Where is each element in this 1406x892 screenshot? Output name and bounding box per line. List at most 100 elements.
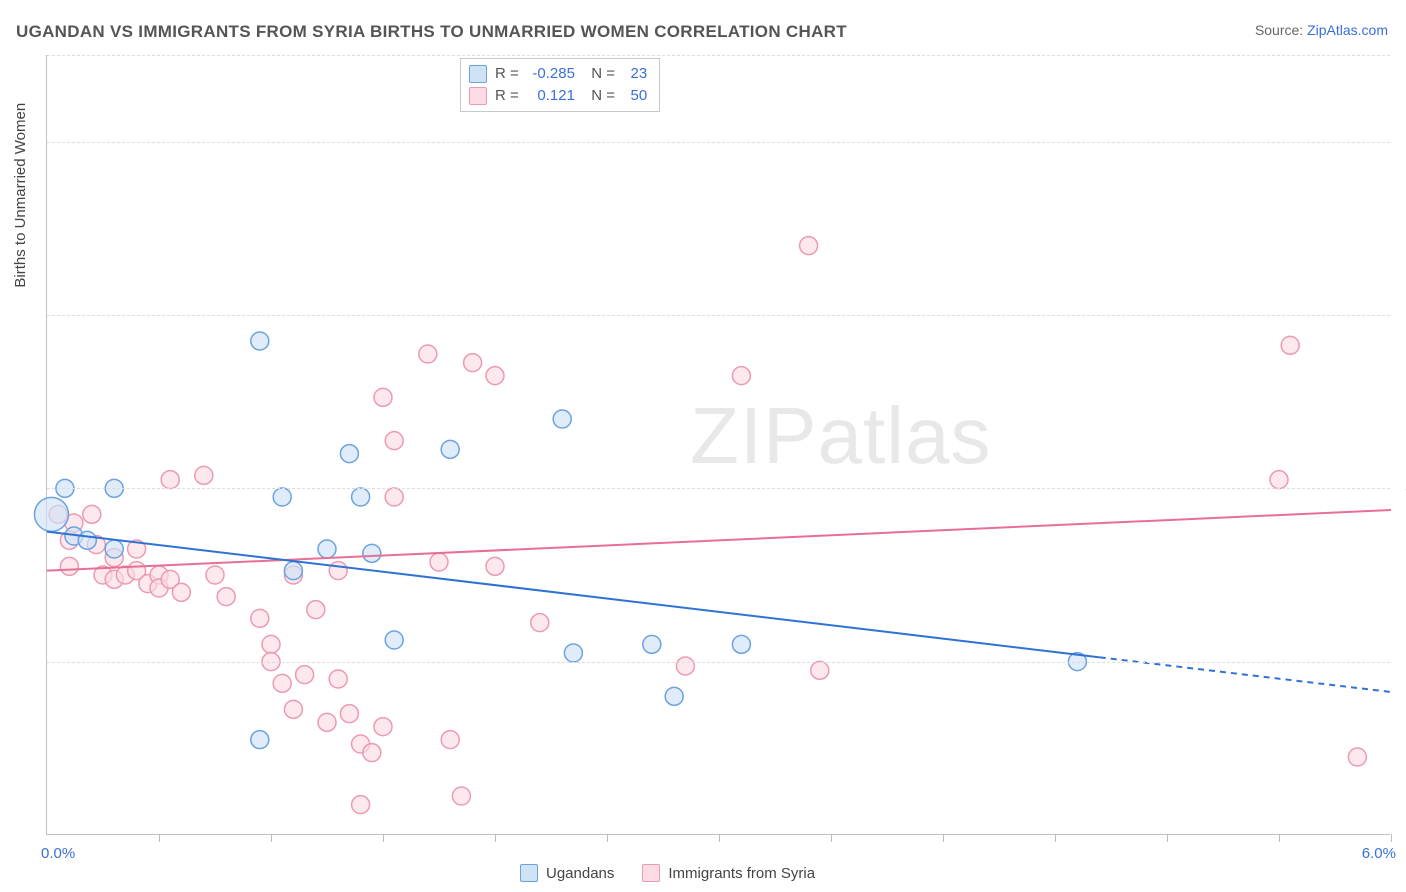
x-tick bbox=[495, 834, 496, 842]
regression-line bbox=[47, 510, 1391, 571]
plot-area: 20.0%40.0%60.0%80.0%0.0%6.0% bbox=[46, 55, 1390, 835]
n-label: N = bbox=[591, 65, 615, 82]
x-tick bbox=[1279, 834, 1280, 842]
data-point bbox=[329, 562, 347, 580]
x-tick bbox=[383, 834, 384, 842]
data-point bbox=[78, 531, 96, 549]
data-point bbox=[419, 345, 437, 363]
data-point bbox=[307, 601, 325, 619]
n-label: N = bbox=[591, 87, 615, 104]
x-tick bbox=[831, 834, 832, 842]
data-point bbox=[1270, 471, 1288, 489]
source-attribution: Source: ZipAtlas.com bbox=[1255, 22, 1388, 38]
source-label: Source: bbox=[1255, 22, 1307, 38]
data-point bbox=[363, 744, 381, 762]
x-tick bbox=[607, 834, 608, 842]
data-point bbox=[262, 635, 280, 653]
data-point bbox=[284, 700, 302, 718]
data-point bbox=[811, 661, 829, 679]
data-point bbox=[296, 666, 314, 684]
swatch-ugandans-icon bbox=[520, 864, 538, 882]
data-point bbox=[251, 332, 269, 350]
legend-item-ugandans: Ugandans bbox=[520, 864, 614, 882]
data-point bbox=[340, 445, 358, 463]
n-value-syria: 50 bbox=[619, 85, 647, 107]
data-point bbox=[273, 488, 291, 506]
x-tick bbox=[271, 834, 272, 842]
legend-stats-box: R = -0.285 N = 23 R = 0.121 N = 50 bbox=[460, 58, 660, 112]
data-point bbox=[195, 466, 213, 484]
legend-label-syria: Immigrants from Syria bbox=[668, 865, 815, 882]
gridline bbox=[47, 488, 1390, 489]
data-point bbox=[318, 540, 336, 558]
data-point bbox=[161, 471, 179, 489]
data-point bbox=[34, 497, 68, 531]
data-point bbox=[643, 635, 661, 653]
data-point bbox=[732, 367, 750, 385]
gridline bbox=[47, 662, 1390, 663]
data-point bbox=[83, 505, 101, 523]
data-point bbox=[531, 614, 549, 632]
x-tick-label-max: 6.0% bbox=[1362, 845, 1396, 862]
x-tick bbox=[1167, 834, 1168, 842]
data-point bbox=[732, 635, 750, 653]
data-point bbox=[105, 540, 123, 558]
data-point bbox=[441, 731, 459, 749]
legend-series: Ugandans Immigrants from Syria bbox=[520, 864, 815, 882]
data-point bbox=[800, 237, 818, 255]
data-point bbox=[352, 796, 370, 814]
data-point bbox=[553, 410, 571, 428]
data-point bbox=[452, 787, 470, 805]
data-point bbox=[284, 562, 302, 580]
regression-line bbox=[47, 532, 1100, 658]
x-tick bbox=[159, 834, 160, 842]
data-point bbox=[273, 674, 291, 692]
x-tick bbox=[943, 834, 944, 842]
data-point bbox=[430, 553, 448, 571]
data-point bbox=[385, 432, 403, 450]
data-point bbox=[1281, 336, 1299, 354]
legend-stats-row-ugandans: R = -0.285 N = 23 bbox=[469, 63, 647, 85]
x-tick bbox=[719, 834, 720, 842]
data-point bbox=[206, 566, 224, 584]
data-point bbox=[564, 644, 582, 662]
source-link[interactable]: ZipAtlas.com bbox=[1307, 22, 1388, 38]
data-point bbox=[464, 354, 482, 372]
data-point bbox=[441, 440, 459, 458]
data-point bbox=[665, 687, 683, 705]
r-label: R = bbox=[495, 65, 519, 82]
data-point bbox=[251, 609, 269, 627]
chart-svg bbox=[47, 55, 1390, 834]
r-value-ugandans: -0.285 bbox=[523, 63, 575, 85]
data-point bbox=[251, 731, 269, 749]
data-point bbox=[374, 718, 392, 736]
legend-stats-row-syria: R = 0.121 N = 50 bbox=[469, 85, 647, 107]
swatch-syria-icon bbox=[642, 864, 660, 882]
gridline bbox=[47, 55, 1390, 56]
x-tick bbox=[1391, 834, 1392, 842]
gridline bbox=[47, 142, 1390, 143]
data-point bbox=[172, 583, 190, 601]
n-value-ugandans: 23 bbox=[619, 63, 647, 85]
data-point bbox=[374, 388, 392, 406]
data-point bbox=[217, 588, 235, 606]
swatch-ugandans bbox=[469, 65, 487, 83]
data-point bbox=[385, 631, 403, 649]
gridline bbox=[47, 315, 1390, 316]
data-point bbox=[363, 544, 381, 562]
r-value-syria: 0.121 bbox=[523, 85, 575, 107]
data-point bbox=[318, 713, 336, 731]
x-tick-label-min: 0.0% bbox=[41, 845, 75, 862]
data-point bbox=[329, 670, 347, 688]
data-point bbox=[486, 367, 504, 385]
x-tick bbox=[1055, 834, 1056, 842]
r-label: R = bbox=[495, 87, 519, 104]
data-point bbox=[340, 705, 358, 723]
data-point bbox=[385, 488, 403, 506]
y-axis-title: Births to Unmarried Women bbox=[12, 103, 29, 288]
swatch-syria bbox=[469, 87, 487, 105]
data-point bbox=[676, 657, 694, 675]
chart-title: UGANDAN VS IMMIGRANTS FROM SYRIA BIRTHS … bbox=[16, 22, 847, 42]
data-point bbox=[352, 488, 370, 506]
data-point bbox=[486, 557, 504, 575]
